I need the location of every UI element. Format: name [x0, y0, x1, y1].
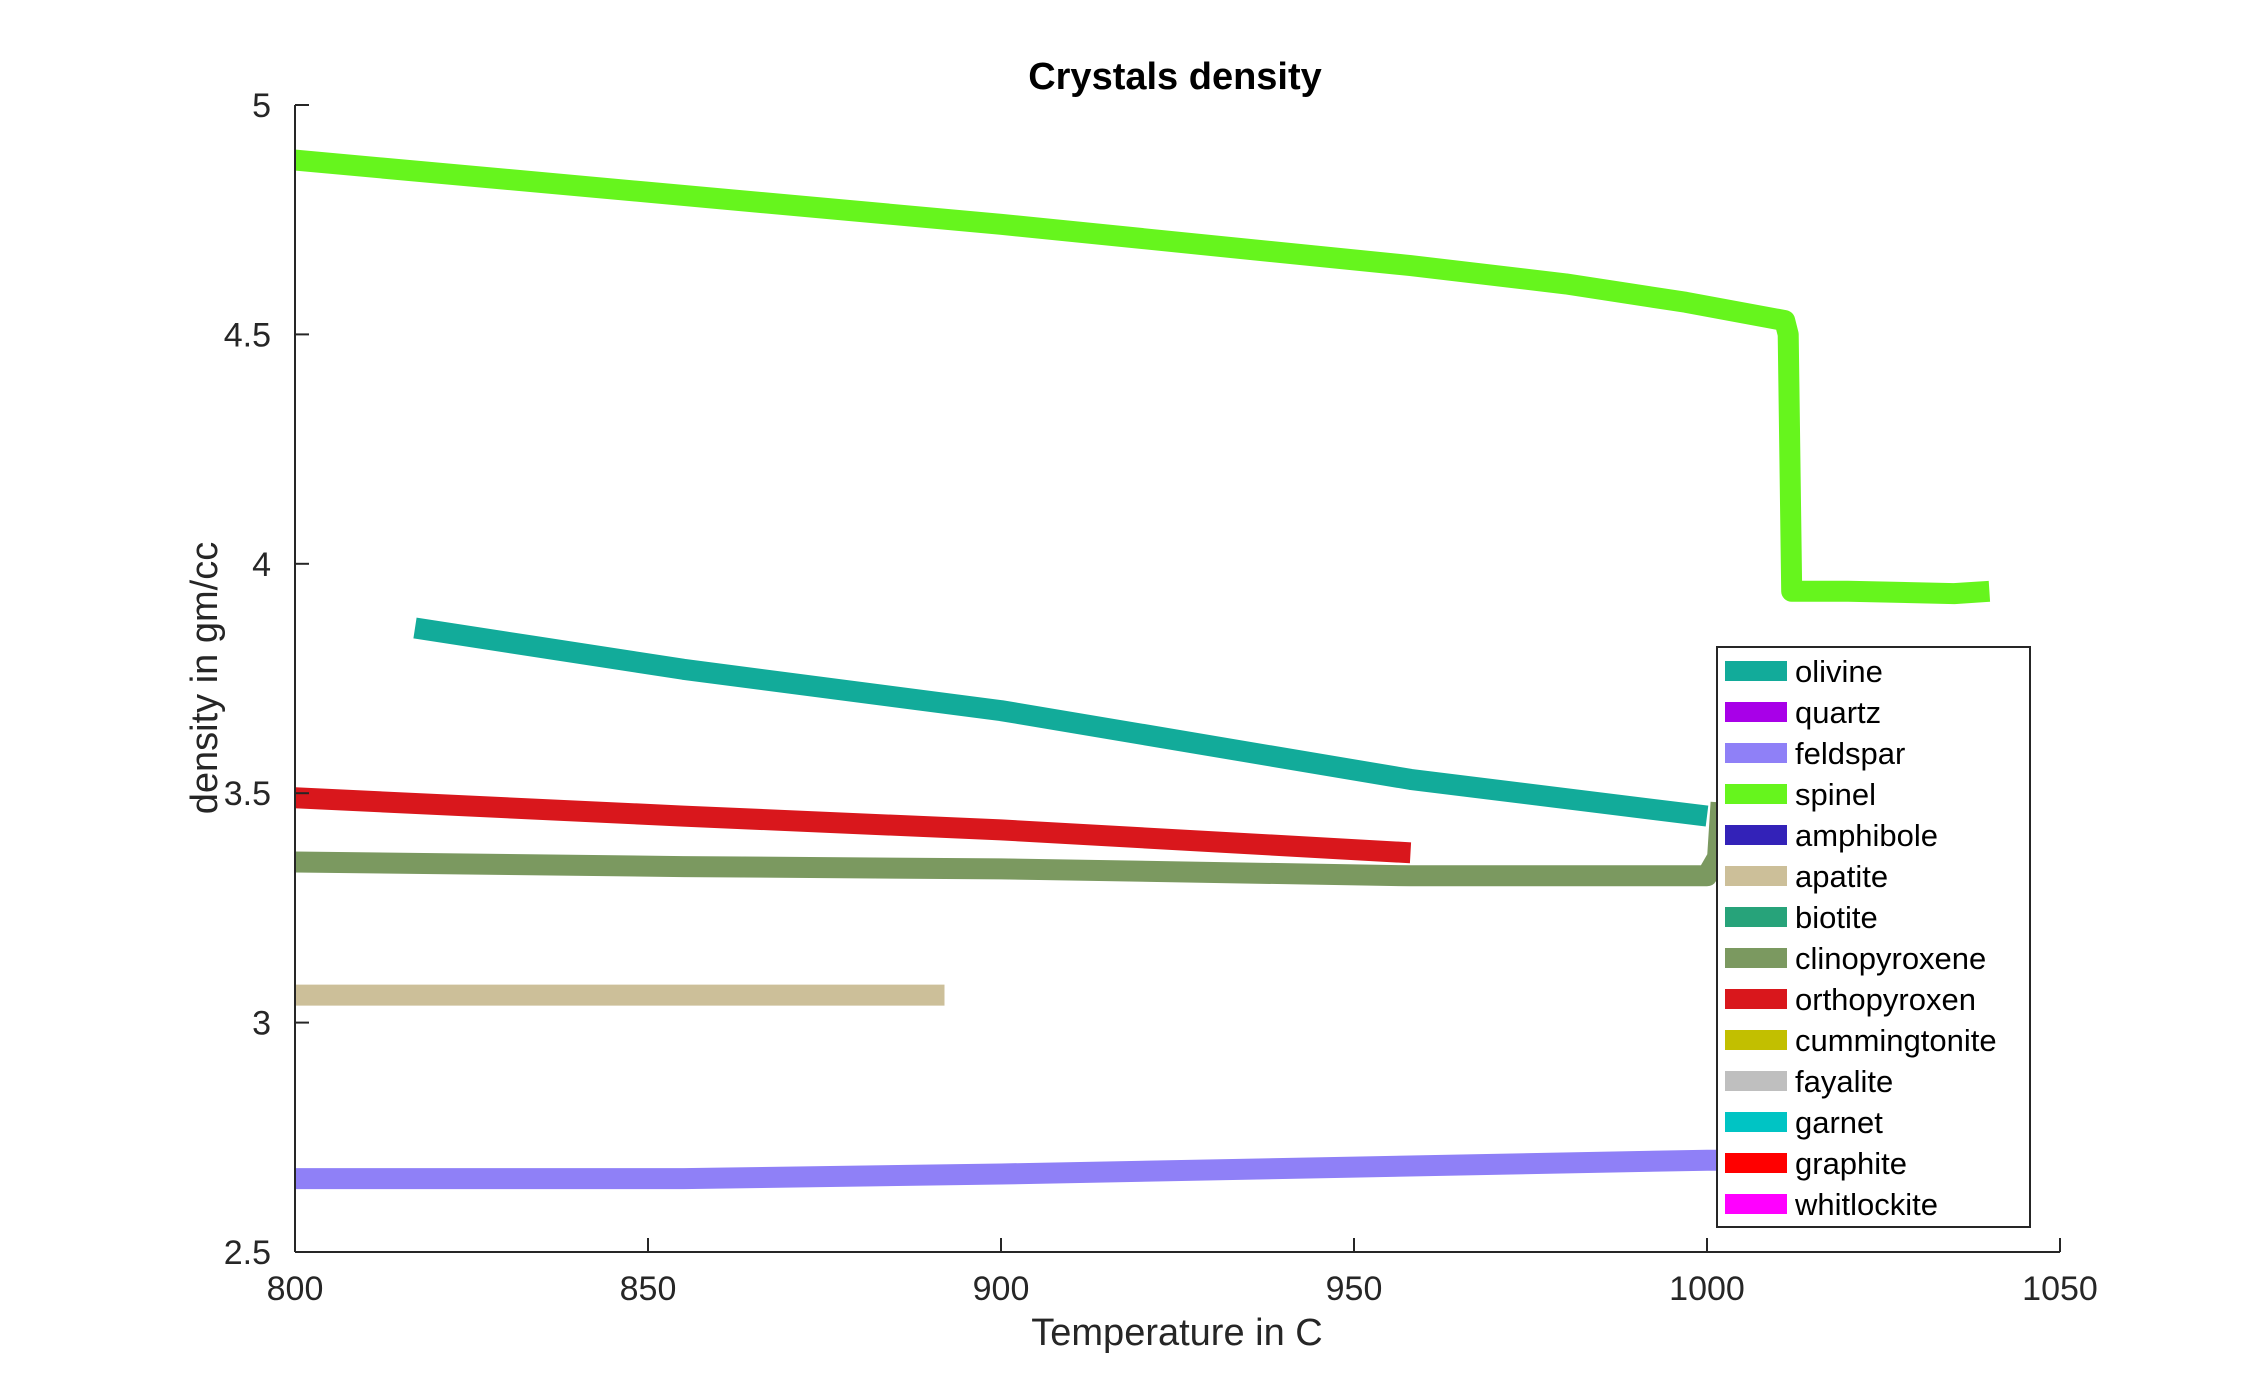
- y-tick-label: 3: [252, 1005, 271, 1043]
- legend-item-apatite: apatite: [1725, 859, 1888, 894]
- legend-swatch: [1725, 784, 1787, 804]
- legend-label: amphibole: [1795, 818, 1938, 853]
- series-layer: [294, 149, 1991, 1190]
- legend-item-quartz: quartz: [1725, 695, 1881, 730]
- y-tick-label: 5: [252, 87, 271, 125]
- x-tick-label: 950: [1326, 1270, 1383, 1308]
- y-tick-label: 4: [252, 546, 271, 584]
- legend-swatch: [1725, 907, 1787, 927]
- legend-label: biotite: [1795, 900, 1878, 935]
- legend-item-graphite: graphite: [1725, 1146, 1907, 1181]
- axes: [294, 105, 2060, 1253]
- x-tick-label: 1050: [2022, 1270, 2098, 1308]
- legend-swatch: [1725, 1071, 1787, 1091]
- legend-swatch: [1725, 1030, 1787, 1050]
- legend-items: olivine quartz feldspar spinel amphibole apat…: [1725, 654, 1997, 1222]
- x-tick-label: 800: [267, 1270, 324, 1308]
- x-tick-label: 850: [620, 1270, 677, 1308]
- legend-item-orthopyroxen: orthopyroxen: [1725, 982, 1976, 1017]
- legend-label: cummingtonite: [1795, 1023, 1997, 1058]
- legend-item-feldspar: feldspar: [1725, 736, 1905, 771]
- legend-label: fayalite: [1795, 1064, 1893, 1099]
- legend-label: spinel: [1795, 777, 1876, 812]
- legend-item-garnet: garnet: [1725, 1105, 1883, 1140]
- series-line-feldspar: [295, 1149, 1722, 1190]
- y-ticks: 2.5 3 3.5 4 4.5 5: [224, 87, 309, 1272]
- legend-item-cummingtonite: cummingtonite: [1725, 1023, 1997, 1058]
- legend-label: olivine: [1795, 654, 1883, 689]
- legend-label: whitlockite: [1794, 1187, 1938, 1222]
- legend-item-biotite: biotite: [1725, 900, 1878, 935]
- y-axis-label: density in gm/cc: [184, 542, 226, 814]
- legend-swatch: [1725, 661, 1787, 681]
- legend-item-clinopyroxene: clinopyroxene: [1725, 941, 1986, 976]
- x-tick-label: 1000: [1669, 1270, 1745, 1308]
- legend-item-olivine: olivine: [1725, 654, 1883, 689]
- legend-label: orthopyroxen: [1795, 982, 1976, 1017]
- x-axis-label: Temperature in C: [1031, 1312, 1322, 1354]
- legend-swatch: [1725, 866, 1787, 886]
- series-line-orthopyroxen: [294, 787, 1412, 864]
- legend-swatch: [1725, 948, 1787, 968]
- y-tick-label: 4.5: [224, 316, 271, 354]
- legend-item-fayalite: fayalite: [1725, 1064, 1893, 1099]
- legend-box: [1716, 646, 2031, 1228]
- legend-swatch: [1725, 1112, 1787, 1132]
- legend-label: quartz: [1795, 695, 1881, 730]
- series-line-spinel: [294, 149, 1991, 605]
- legend-label: graphite: [1795, 1146, 1907, 1181]
- legend-label: apatite: [1795, 859, 1888, 894]
- y-tick-label: 3.5: [224, 775, 271, 813]
- legend-swatch: [1725, 743, 1787, 763]
- legend-swatch: [1725, 1153, 1787, 1173]
- legend-swatch: [1725, 1194, 1787, 1214]
- legend: olivine quartz feldspar spinel amphibole apat…: [1716, 646, 2031, 1228]
- y-tick-label: 2.5: [224, 1234, 271, 1272]
- legend-label: garnet: [1795, 1105, 1883, 1140]
- legend-label: feldspar: [1795, 736, 1905, 771]
- x-tick-label: 900: [973, 1270, 1030, 1308]
- legend-item-amphibole: amphibole: [1725, 818, 1938, 853]
- legend-swatch: [1725, 825, 1787, 845]
- x-ticks: 800 850 900 950 1000 1050: [267, 1238, 2098, 1308]
- legend-item-spinel: spinel: [1725, 777, 1876, 812]
- legend-label: clinopyroxene: [1795, 941, 1986, 976]
- legend-item-whitlockite: whitlockite: [1725, 1187, 1938, 1222]
- chart-title: Crystals density: [1028, 56, 1322, 98]
- legend-swatch: [1725, 989, 1787, 1009]
- series-line-olivine: [413, 617, 1709, 827]
- legend-swatch: [1725, 702, 1787, 722]
